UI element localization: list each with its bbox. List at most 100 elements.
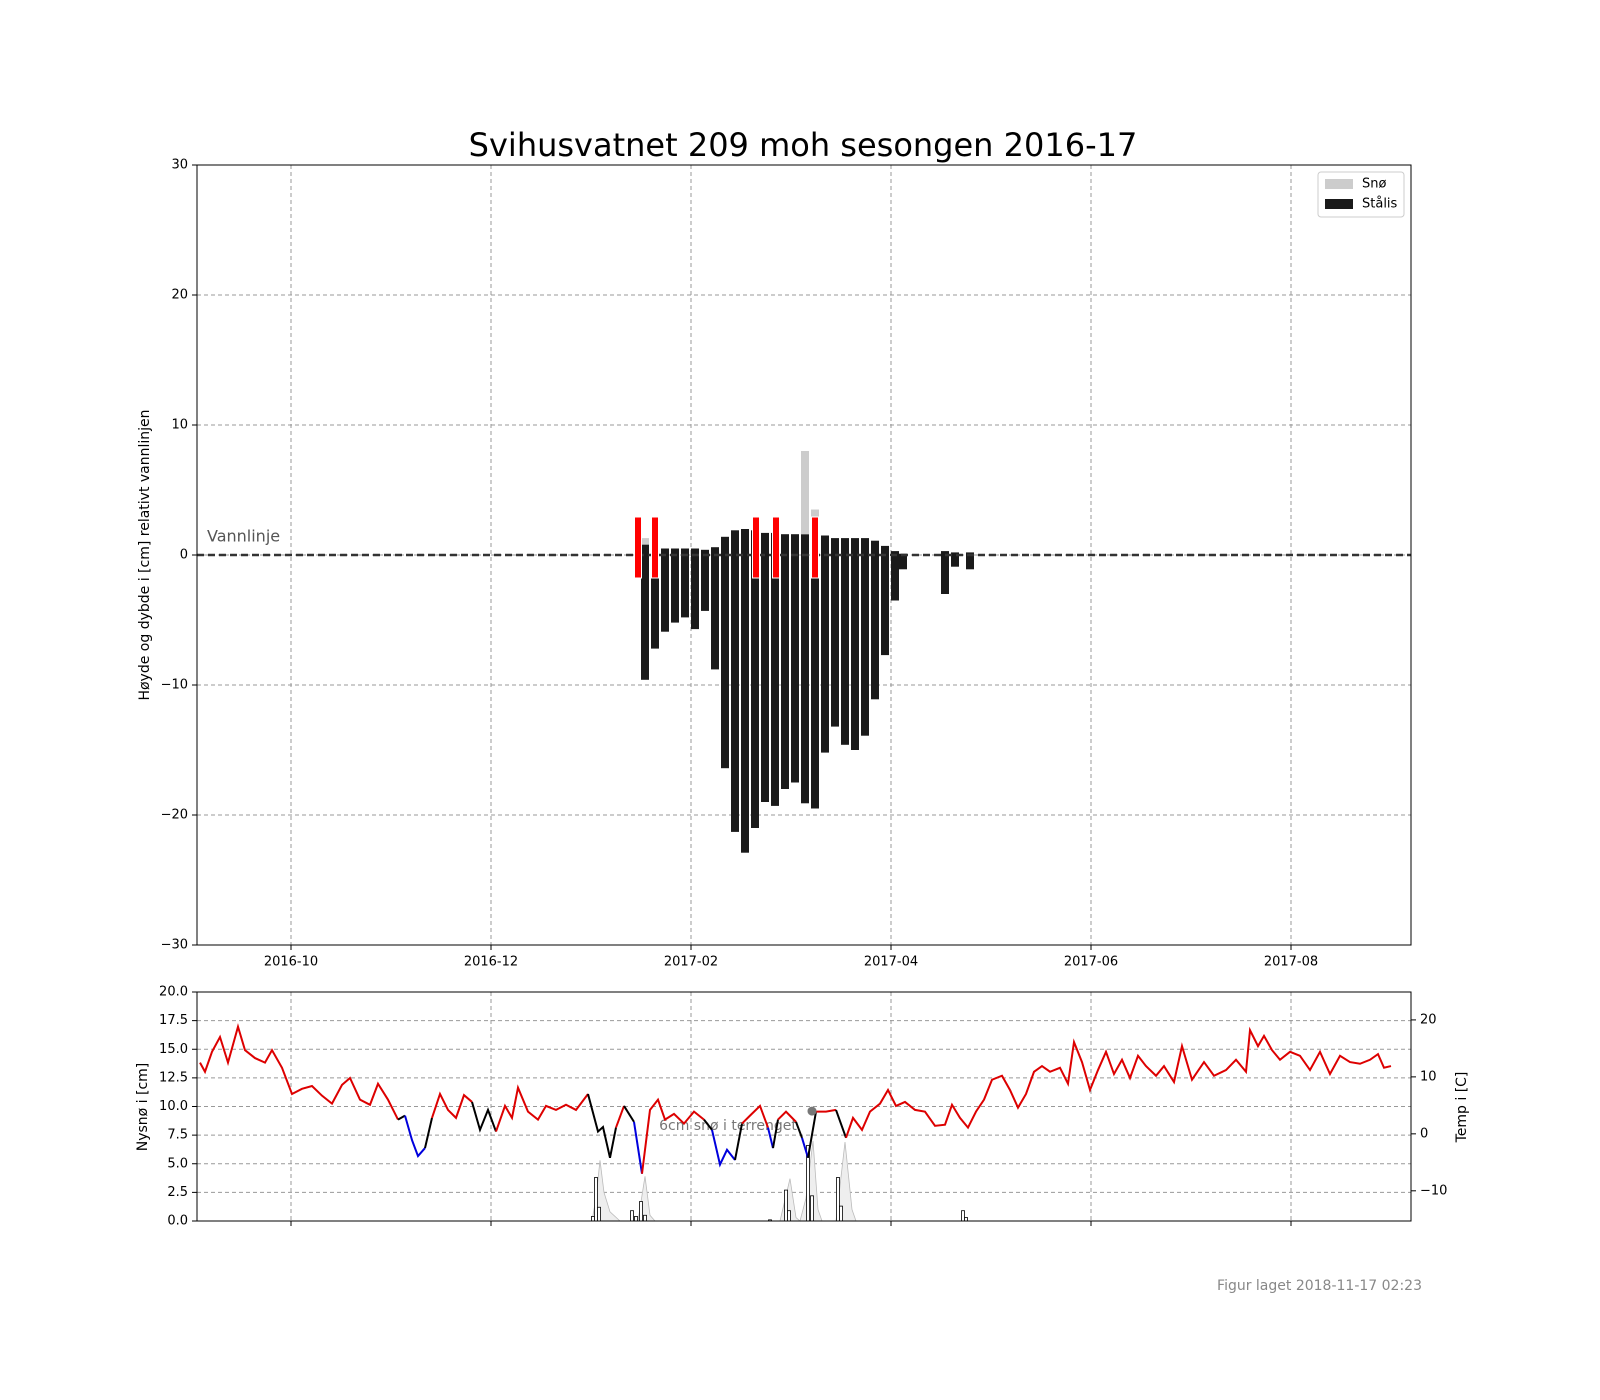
temperature-line xyxy=(795,1121,803,1139)
y2-tick-label: −10 xyxy=(1420,1183,1447,1198)
ice-bar xyxy=(741,529,749,853)
y2-axis-label: Temp i [C] xyxy=(1454,1072,1470,1144)
observation xyxy=(651,516,659,579)
y-tick-label: 20.0 xyxy=(159,985,188,1000)
y-axis-label: Nysnø i [cm] xyxy=(135,1063,151,1152)
y-tick-label: 12.5 xyxy=(159,1070,188,1085)
ice-bar xyxy=(899,553,907,570)
ice-bar xyxy=(731,530,739,832)
observation xyxy=(634,516,642,579)
y-axis-label: Høyde og dybde i [cm] relativt vannlinje… xyxy=(137,409,153,700)
ice-bar xyxy=(781,534,789,789)
y-tick-label: 30 xyxy=(171,158,188,173)
new-snow-bar xyxy=(597,1206,601,1222)
new-snow-bar xyxy=(594,1177,598,1222)
snow-area xyxy=(591,1140,857,1222)
temperature-line xyxy=(431,1091,473,1120)
temperature-line xyxy=(741,1104,769,1128)
temperature-line xyxy=(199,1023,399,1121)
new-snow-bar xyxy=(643,1214,647,1222)
temperature-line xyxy=(845,1026,1392,1139)
waterline-label: Vannlinje xyxy=(207,527,280,546)
legend: Snø Stålis xyxy=(1317,171,1405,218)
ice-bar xyxy=(891,551,899,601)
snow-bar xyxy=(641,538,649,545)
temperature-line xyxy=(777,1110,797,1123)
y2-tick-label: 20 xyxy=(1420,1012,1437,1027)
ice-bar xyxy=(681,548,689,618)
temperature-line xyxy=(615,1105,625,1128)
ice-bar xyxy=(651,547,659,649)
y2-tick-label: 0 xyxy=(1420,1126,1428,1141)
ice-bar xyxy=(641,544,649,680)
y-tick-label: 10 xyxy=(171,418,188,433)
temperature-line xyxy=(772,1119,779,1149)
ice-bar xyxy=(811,534,819,809)
temperature-line xyxy=(703,1118,713,1131)
new-snow-bar xyxy=(836,1177,840,1222)
ice-bar xyxy=(691,548,699,630)
ice-bar xyxy=(721,536,729,769)
y-tick-label: −30 xyxy=(161,938,188,953)
ice-bar xyxy=(821,535,829,753)
y-tick-label: 0 xyxy=(180,548,188,563)
y-tick-label: −20 xyxy=(161,808,188,823)
new-snow-bar xyxy=(787,1210,791,1222)
y2-tick-label: 10 xyxy=(1420,1069,1437,1084)
ice-bar xyxy=(841,538,849,745)
new-snow-bar xyxy=(634,1216,638,1222)
temperature-line xyxy=(711,1129,736,1168)
new-snow-bar xyxy=(630,1210,634,1222)
axes-frame xyxy=(196,164,1412,946)
legend-swatch xyxy=(1325,199,1353,209)
chart-title: Svihusvatnet 209 moh sesongen 2016-17 xyxy=(469,126,1138,164)
axes-frame xyxy=(196,991,1412,1222)
temperature-line xyxy=(734,1123,743,1161)
legend-label: Stålis xyxy=(1362,197,1398,212)
ice-bar xyxy=(771,532,779,806)
temperature-line xyxy=(801,1137,809,1159)
ice-bar xyxy=(701,549,709,611)
temperature-line xyxy=(471,1101,497,1133)
temperature-line xyxy=(404,1115,426,1158)
annotation: 6cm snø i terrenget xyxy=(659,1118,797,1134)
x-tick-label: 2017-02 xyxy=(664,955,718,970)
temperature-line xyxy=(397,1114,406,1121)
snow-bar xyxy=(801,451,809,535)
ice-bar xyxy=(711,547,719,670)
y-tick-label: 2.5 xyxy=(167,1185,188,1200)
footer: Figur laget 2018-11-17 02:23 xyxy=(1217,1278,1422,1294)
ice-bar xyxy=(881,545,889,656)
ice-bar xyxy=(671,548,679,623)
temperature-line xyxy=(587,1093,617,1158)
legend-label: Snø xyxy=(1362,177,1386,192)
ice-bar xyxy=(761,532,769,802)
temperature-line xyxy=(816,1108,837,1113)
y-tick-label: 10.0 xyxy=(159,1099,188,1114)
temperature-line xyxy=(835,1109,847,1139)
snow-marker xyxy=(807,1106,817,1116)
temperature-line xyxy=(424,1117,433,1149)
x-tick-label: 2017-08 xyxy=(1264,955,1318,970)
temperature-line xyxy=(623,1105,635,1123)
legend-swatch xyxy=(1325,179,1353,189)
new-snow-bar xyxy=(591,1216,595,1222)
ice-bar xyxy=(941,551,949,594)
ice-bar xyxy=(861,538,869,736)
y-tick-label: 7.5 xyxy=(167,1128,188,1143)
y-tick-label: 20 xyxy=(171,288,188,303)
ice-bar xyxy=(751,530,759,828)
x-tick-label: 2017-04 xyxy=(864,955,918,970)
ice-bar xyxy=(966,552,974,570)
new-snow-bar xyxy=(810,1195,814,1222)
new-snow-bar xyxy=(639,1201,643,1222)
y-tick-label: −10 xyxy=(161,678,188,693)
observation xyxy=(752,516,760,579)
observation xyxy=(811,516,819,579)
y-tick-label: 5.0 xyxy=(167,1156,188,1171)
temperature-line xyxy=(633,1121,643,1174)
ice-bar xyxy=(791,534,799,783)
temperature-line xyxy=(641,1097,705,1174)
temperature-line xyxy=(807,1111,817,1158)
y-tick-label: 0.0 xyxy=(167,1214,188,1229)
